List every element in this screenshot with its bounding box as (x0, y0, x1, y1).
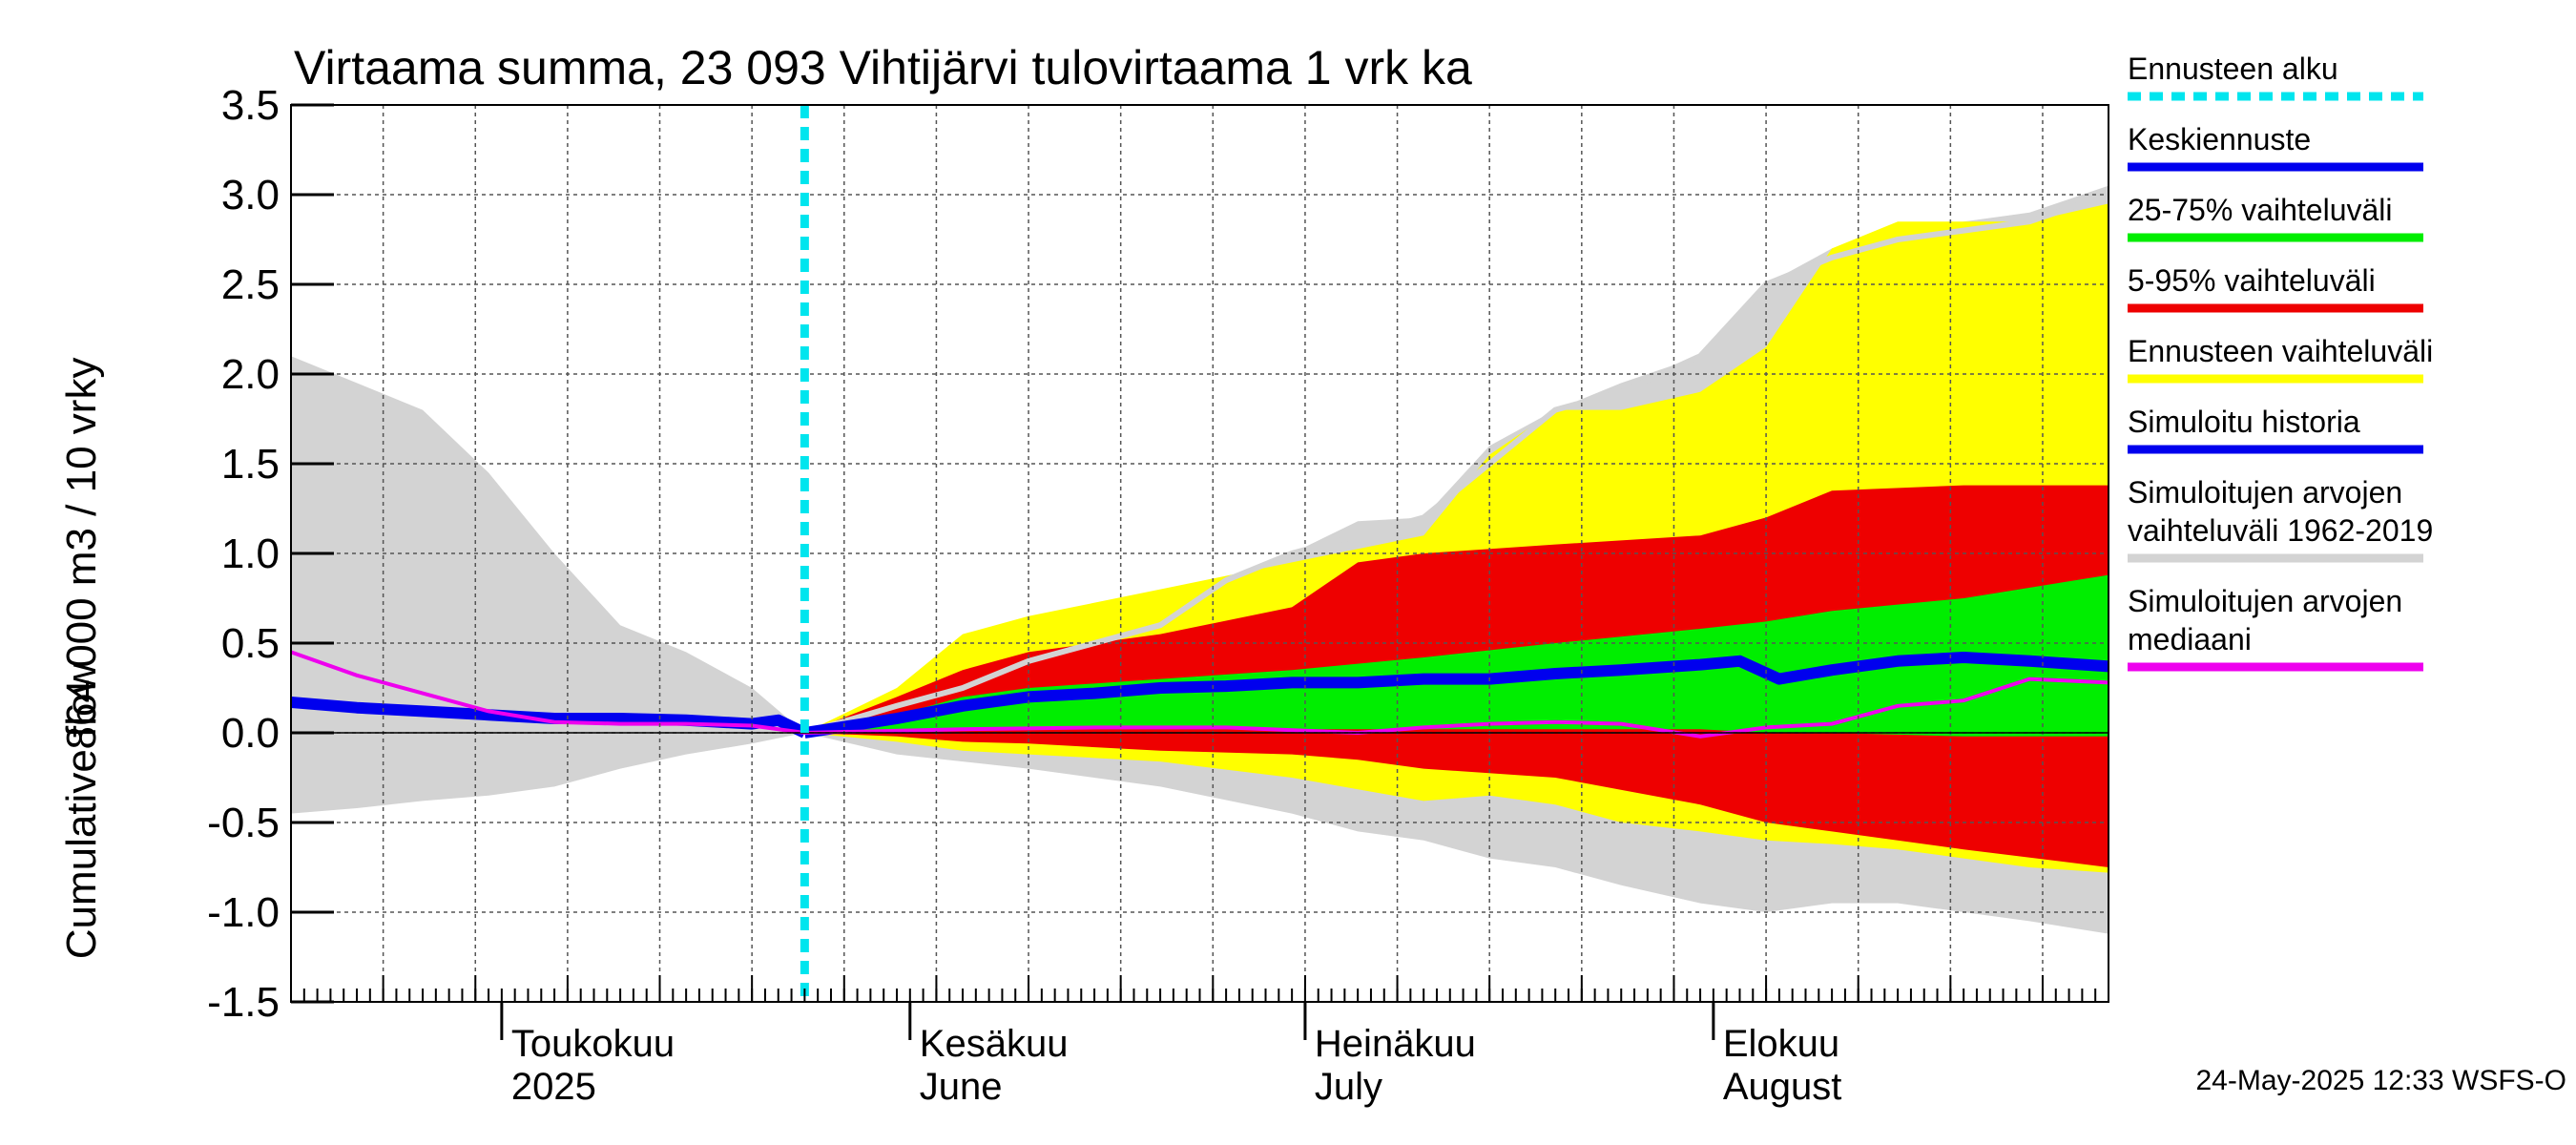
x-month-label: Kesäkuu (920, 1023, 1069, 1065)
legend-label: Ennusteen alku (2128, 52, 2338, 86)
y-tick-label: -1.0 (207, 889, 280, 936)
x-month-sublabel: June (920, 1066, 1003, 1108)
legend-label: Keskiennuste (2128, 122, 2311, 156)
y-tick-label: 3.5 (221, 82, 280, 129)
y-tick-label: 0.0 (221, 710, 280, 757)
y-tick-label: 2.5 (221, 261, 280, 308)
y-tick-label: 2.0 (221, 351, 280, 398)
x-month-label: Toukokuu (511, 1023, 675, 1065)
legend-label: Ennusteen vaihteluväli (2128, 334, 2433, 368)
legend-label: mediaani (2128, 622, 2252, 656)
y-tick-label: 3.0 (221, 172, 280, 219)
median-line (291, 650, 2109, 739)
y-tick-label: -0.5 (207, 800, 280, 846)
x-month-sublabel: August (1723, 1066, 1842, 1108)
y-tick-label: 1.5 (221, 441, 280, 488)
x-month-label: Heinäkuu (1315, 1023, 1476, 1065)
legend: Ennusteen alku Keskiennuste 25-75% vaihtel… (2128, 52, 2433, 672)
y-tick-label: 0.5 (221, 620, 280, 667)
grid (291, 105, 2109, 1002)
timestamp: 24-May-2025 12:33 WSFS-O (2196, 1065, 2567, 1096)
chart-title: Virtaama summa, 23 093 Vihtijärvi tulovi… (294, 41, 1472, 94)
legend-label: Simuloitujen arvojen (2128, 475, 2402, 510)
x-month-sublabel: 2025 (511, 1066, 596, 1108)
legend-label: vaihteluväli 1962-2019 (2128, 513, 2433, 548)
y-axis-labels: 864 000 m3 / 10 vrky Cumulative flow (58, 358, 105, 960)
simulated-history-line (291, 697, 807, 739)
x-month-sublabel: July (1315, 1066, 1382, 1108)
legend-label: 5-95% vaihteluväli (2128, 263, 2376, 298)
y-tick-label: 1.0 (221, 531, 280, 577)
y-axis-label-primary: 864 000 m3 / 10 vrky (58, 358, 105, 750)
legend-label: 25-75% vaihteluväli (2128, 193, 2393, 227)
y-tick-label: -1.5 (207, 979, 280, 1026)
y-axis-label-secondary: Cumulative flow (58, 663, 105, 960)
axes: 3.5 3.0 2.5 2.0 1.5 1.0 0.5 0.0 -0.5 -1.0 -1.5 Touk… (207, 82, 2109, 1108)
x-month-label: Elokuu (1723, 1023, 1839, 1065)
legend-label: Simuloitujen arvojen (2128, 584, 2402, 618)
legend-label: Simuloitu historia (2128, 405, 2360, 439)
